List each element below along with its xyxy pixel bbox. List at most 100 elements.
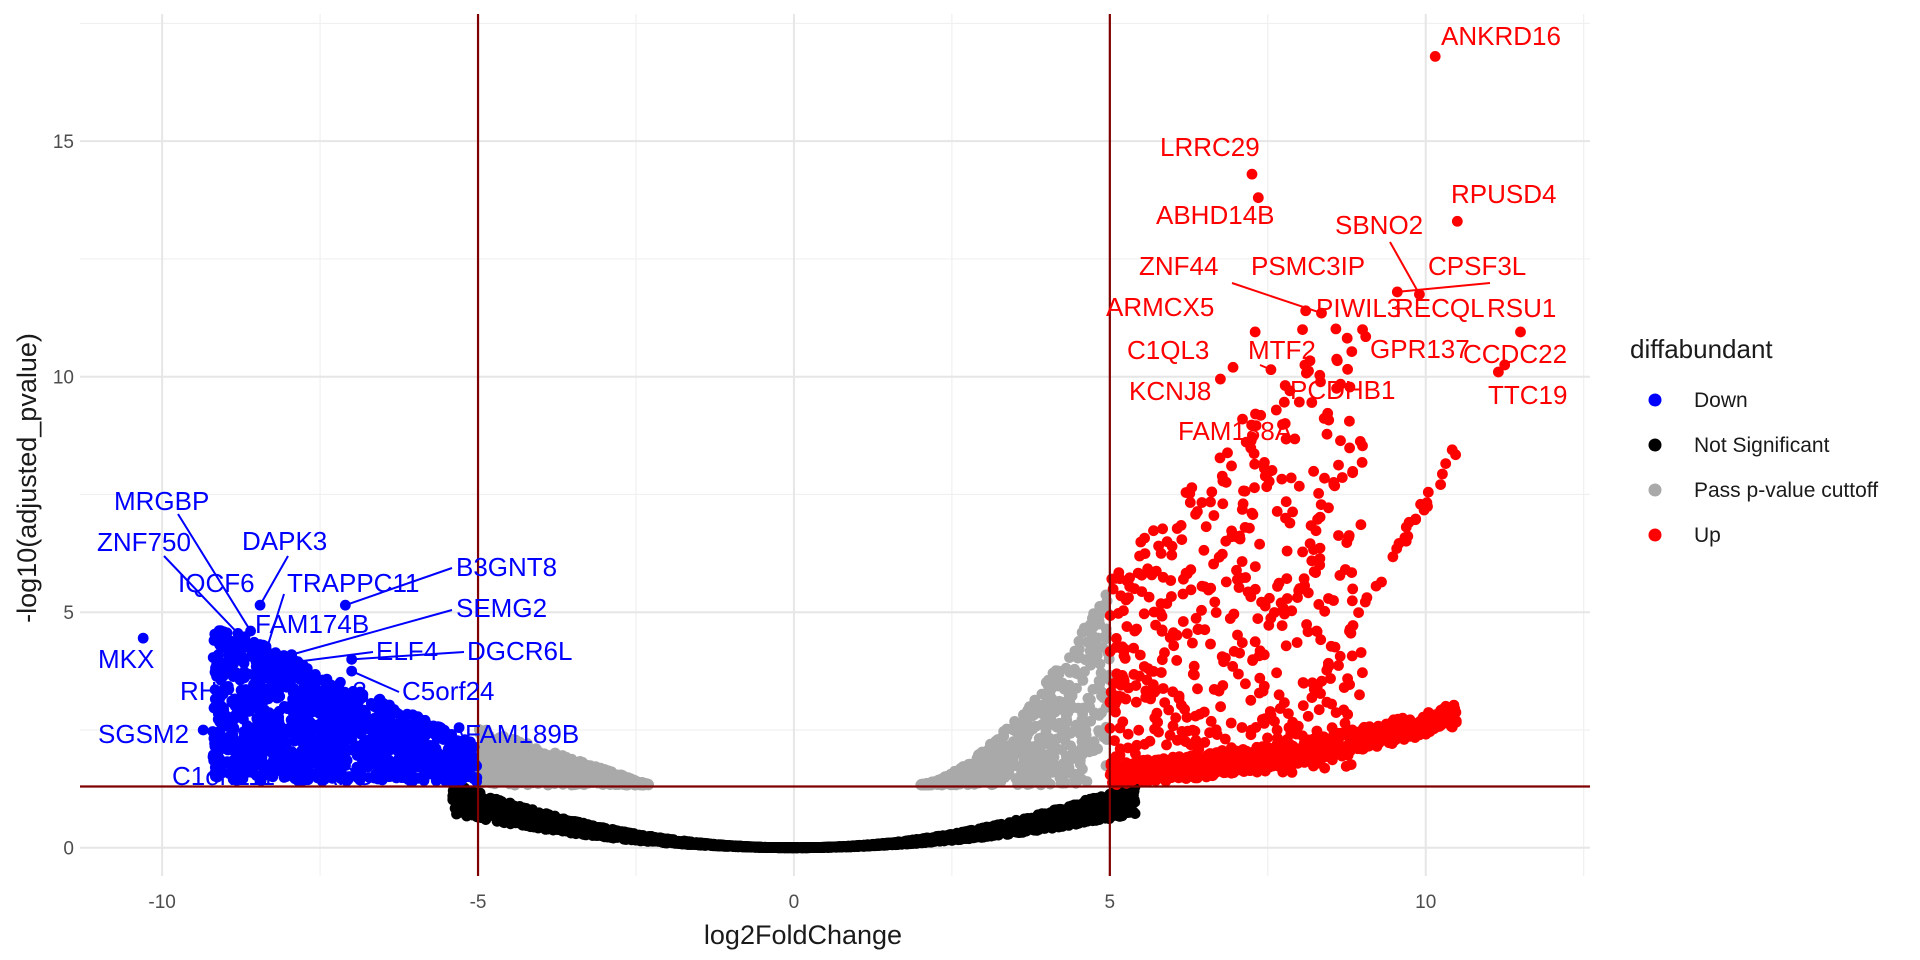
data-point	[829, 841, 840, 853]
data-point	[1118, 804, 1130, 816]
data-point	[1041, 774, 1052, 786]
data-point	[1036, 808, 1048, 820]
data-point	[1047, 704, 1058, 716]
data-point	[548, 824, 560, 835]
data-point	[926, 836, 937, 848]
data-point	[467, 785, 478, 797]
data-point	[313, 738, 324, 749]
data-point	[523, 809, 535, 821]
data-point	[912, 835, 923, 847]
data-point	[345, 718, 357, 729]
data-point	[1093, 682, 1105, 694]
data-point	[844, 841, 856, 852]
data-point	[218, 626, 229, 637]
data-point	[613, 827, 625, 839]
data-point	[1026, 767, 1037, 779]
data-point	[1005, 748, 1016, 759]
data-point	[1087, 621, 1099, 633]
data-point	[450, 792, 461, 804]
data-point	[1033, 774, 1044, 785]
data-point	[243, 668, 254, 680]
data-point	[559, 776, 570, 788]
data-point	[549, 763, 561, 775]
data-point	[221, 756, 233, 768]
data-point	[1018, 733, 1029, 744]
data-point	[1040, 715, 1051, 726]
data-point	[276, 679, 288, 691]
data-point	[1081, 742, 1093, 753]
data-point	[543, 815, 555, 827]
data-point	[1013, 771, 1025, 783]
data-point	[786, 842, 798, 854]
data-point	[998, 757, 1010, 769]
data-point	[1077, 763, 1088, 775]
data-point	[1093, 710, 1105, 721]
data-point	[1054, 772, 1066, 784]
data-point	[605, 825, 617, 837]
data-point	[1024, 704, 1036, 716]
data-point	[1079, 622, 1090, 634]
data-point	[1040, 689, 1051, 701]
data-point	[271, 731, 283, 743]
data-point	[233, 769, 245, 781]
data-point	[1063, 689, 1075, 700]
data-point	[278, 772, 290, 783]
data-point	[451, 808, 462, 820]
data-point	[977, 831, 989, 843]
data-point	[317, 746, 329, 757]
data-point	[1033, 733, 1045, 744]
data-point	[1049, 812, 1061, 823]
data-point	[251, 770, 262, 781]
data-point	[1128, 794, 1140, 806]
data-point	[399, 714, 410, 725]
data-point	[515, 814, 527, 826]
data-point	[960, 762, 972, 774]
data-point	[1065, 727, 1076, 739]
data-point	[1095, 667, 1107, 679]
data-point	[258, 770, 270, 781]
data-point	[481, 731, 492, 743]
data-point	[478, 812, 490, 824]
data-point	[1080, 654, 1091, 666]
data-point	[592, 825, 603, 836]
data-point	[594, 776, 606, 788]
data-point	[1073, 635, 1085, 647]
data-point	[1075, 812, 1087, 823]
data-point	[1053, 668, 1065, 680]
data-point	[256, 751, 268, 763]
data-point	[1026, 812, 1037, 824]
data-point	[888, 838, 900, 850]
data-point	[1098, 600, 1109, 611]
data-point	[917, 779, 928, 791]
data-point	[816, 842, 828, 853]
data-point	[239, 635, 251, 646]
data-point	[217, 688, 229, 700]
data-point	[218, 717, 230, 729]
data-point	[1088, 608, 1099, 619]
data-point	[288, 682, 299, 694]
data-point	[497, 775, 509, 786]
data-point	[1057, 732, 1068, 744]
data-point	[304, 741, 316, 753]
data-point	[290, 715, 302, 727]
data-point	[297, 752, 309, 764]
data-point	[653, 834, 665, 845]
data-point	[241, 720, 253, 731]
data-point	[308, 706, 320, 717]
data-point	[976, 746, 988, 758]
data-point	[480, 754, 492, 765]
data-point	[1091, 801, 1102, 813]
data-point	[1058, 705, 1070, 716]
data-point	[569, 821, 581, 833]
data-point	[228, 697, 240, 709]
data-point	[1022, 742, 1034, 754]
data-point	[1091, 811, 1103, 822]
data-point	[507, 801, 519, 813]
data-point	[636, 777, 648, 788]
data-point	[577, 757, 588, 768]
data-point	[1087, 642, 1098, 654]
data-point	[1081, 776, 1093, 787]
data-point	[1063, 819, 1075, 831]
data-point	[1060, 750, 1072, 762]
data-point	[985, 738, 996, 750]
